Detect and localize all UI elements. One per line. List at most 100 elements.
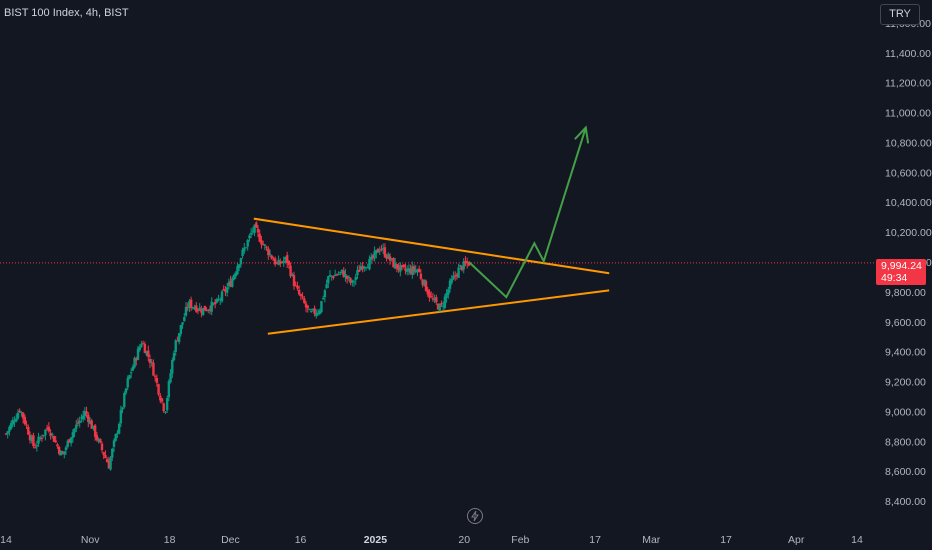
candle-body: [183, 316, 186, 322]
candle-body: [246, 240, 249, 247]
candle-body: [15, 418, 18, 422]
candle-body: [325, 284, 328, 289]
candle-body: [328, 274, 332, 276]
candle-body: [30, 436, 33, 441]
y-tick-label: 8,800.00: [885, 436, 926, 448]
candle-body: [99, 438, 102, 443]
trendline-resistance[interactable]: [253, 217, 610, 275]
candle-body: [316, 312, 320, 314]
y-tick-label: 10,200.00: [885, 227, 932, 239]
symbol-title[interactable]: BIST 100 Index, 4h, BIST: [4, 7, 129, 19]
candle-body: [313, 308, 316, 314]
candle-body: [280, 261, 284, 263]
candle-body: [299, 294, 303, 297]
lightning-icon[interactable]: [467, 508, 483, 524]
candle-body: [244, 247, 248, 249]
candles-layer: [4, 221, 471, 471]
candle-body: [363, 266, 366, 268]
candle-body: [37, 436, 40, 444]
y-tick-label: 8,600.00: [885, 466, 926, 478]
candle-body: [284, 257, 287, 260]
candle-body: [380, 248, 383, 251]
candle-body: [6, 431, 9, 434]
candle-body: [423, 279, 426, 286]
x-tick-label: Mar: [642, 534, 661, 546]
candle-body: [117, 423, 121, 434]
candle-body: [368, 258, 371, 270]
trendlines-layer[interactable]: [253, 217, 610, 335]
candle-body: [11, 419, 15, 425]
candle-body: [421, 279, 424, 285]
candle-body: [306, 305, 309, 309]
candle-body: [311, 308, 315, 310]
countdown-timer: 49:34: [881, 272, 908, 284]
candle-body: [428, 292, 431, 298]
candle-body: [13, 421, 16, 423]
candle-body: [76, 422, 80, 424]
candle-body: [9, 423, 13, 429]
candle-body: [275, 262, 279, 264]
candle-body: [165, 398, 169, 411]
candle-body: [320, 301, 323, 313]
candle-body: [404, 268, 407, 271]
candle-body: [186, 307, 189, 309]
candle-body: [73, 428, 76, 433]
candle-body: [176, 340, 179, 342]
time-axis[interactable]: 14 Nov 18 Dec 16 2025 20 Feb 17 Mar 17 Apr 14: [0, 534, 863, 546]
projection-layer[interactable]: [468, 125, 590, 299]
candle-body: [32, 435, 35, 447]
candle-body: [20, 411, 23, 413]
candle-body: [448, 280, 452, 289]
candle-body: [234, 272, 237, 277]
candle-body: [148, 359, 152, 363]
candle-body: [47, 426, 51, 432]
candle-body: [119, 409, 123, 424]
projection-path[interactable]: [468, 127, 587, 299]
candle-body: [304, 303, 308, 308]
candle-body: [215, 298, 219, 303]
candle-body: [83, 411, 87, 417]
candle-body: [28, 434, 32, 441]
candle-body: [443, 296, 447, 308]
candle-body: [392, 257, 395, 268]
candle-body: [128, 375, 131, 379]
candle-body: [399, 264, 402, 272]
y-tick-label: 9,600.00: [885, 317, 926, 329]
candle-body: [80, 417, 83, 419]
candle-body: [357, 269, 361, 272]
trendline-support[interactable]: [267, 289, 610, 335]
candle-body: [162, 403, 165, 412]
candle-body: [251, 230, 255, 232]
candle-body: [18, 410, 21, 412]
candle-body: [193, 307, 196, 309]
candle-body: [54, 440, 57, 443]
currency-button[interactable]: TRY: [880, 4, 920, 25]
candle-body: [440, 303, 443, 305]
candle-body: [88, 420, 92, 424]
candle-body: [263, 244, 267, 246]
candle-body: [270, 255, 273, 259]
candle-body: [243, 247, 246, 252]
candle-body: [356, 269, 359, 276]
candle-body: [25, 424, 28, 426]
candle-body: [433, 298, 436, 301]
candle-body: [388, 256, 392, 261]
candle-body: [225, 287, 229, 293]
candle-body: [279, 261, 282, 264]
candle-body: [102, 452, 105, 456]
candle-body: [69, 437, 73, 444]
candle-body: [169, 373, 172, 383]
candle-body: [253, 224, 256, 233]
candle-body: [207, 309, 210, 311]
candle-body: [376, 248, 380, 253]
candle-body: [339, 271, 342, 273]
candle-body: [145, 351, 148, 355]
candle-body: [157, 384, 160, 395]
candle-body: [160, 398, 164, 402]
candle-body: [52, 435, 56, 442]
candle-body: [121, 407, 124, 410]
candle-body: [78, 420, 81, 423]
candle-body: [217, 299, 220, 301]
candle-body: [71, 432, 75, 438]
